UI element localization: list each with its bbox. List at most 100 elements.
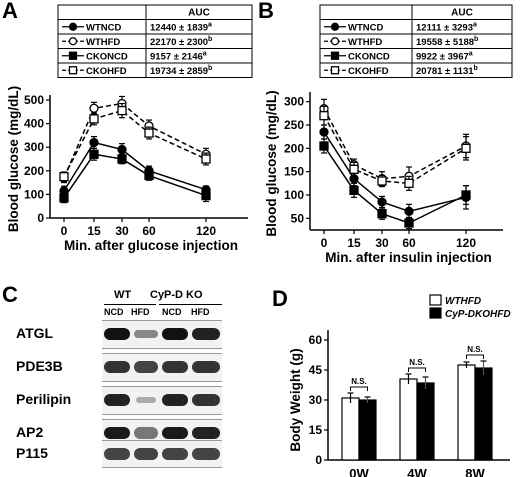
- legend-marker: [68, 51, 78, 60]
- legend-label: CKONCD: [348, 51, 390, 62]
- y-tick-label: 300: [24, 140, 44, 154]
- blot-strip-p115: [102, 440, 222, 468]
- x-tick-label: 4W: [407, 466, 427, 477]
- x-tick-label: 60: [142, 224, 156, 238]
- bar-cyp-dkohfd: [416, 382, 435, 461]
- legend-marker: [68, 37, 78, 46]
- blot-group-wt: WT: [114, 289, 132, 301]
- legend-label: CKOHFD: [348, 66, 389, 77]
- blot-lane-label: HFD: [131, 307, 150, 317]
- panel-letter-a: A: [2, 0, 18, 23]
- significance-bracket: [408, 367, 426, 372]
- series-line: [63, 109, 207, 178]
- bar-cyp-dkohfd: [474, 367, 493, 461]
- series-ckohfd: [319, 105, 471, 191]
- auc-superscript: a: [473, 21, 477, 28]
- legend-label: WTHFD: [348, 37, 382, 48]
- x-tick-label: 60: [402, 236, 416, 250]
- auc-superscript: b: [474, 36, 478, 43]
- legend-marker: [330, 22, 340, 31]
- legend-label: WTNCD: [348, 22, 383, 33]
- y-tick-label: 60: [309, 333, 323, 347]
- data-point: [144, 128, 154, 138]
- y-tick-label: 150: [284, 165, 304, 179]
- auc-value: 19558 ± 5188b: [416, 36, 478, 48]
- legend-marker: [330, 66, 340, 75]
- y-tick-label: 100: [284, 188, 304, 202]
- data-point: [319, 111, 329, 121]
- significance-label: N.S.: [409, 358, 425, 367]
- y-axis-label: Blood glucose (mg/dL): [264, 90, 279, 236]
- blot-group-cypd-ko: CyP-D KO: [150, 289, 203, 301]
- blot-label-atgl: ATGL: [16, 325, 54, 341]
- blot-strip-perilipin: [102, 386, 222, 415]
- blot-lane-label: NCD: [104, 307, 124, 317]
- blot-label-perilipin: Perilipin: [16, 391, 72, 407]
- data-point: [461, 190, 471, 200]
- x-axis-label: Min. after insulin injection: [325, 250, 492, 265]
- y-tick-label: 100: [24, 187, 44, 201]
- blot-group-line-wt: [104, 304, 156, 305]
- bar-wthfd: [341, 397, 360, 461]
- data-point: [377, 197, 387, 207]
- data-point: [117, 105, 127, 116]
- data-point: [319, 141, 329, 151]
- y-tick-label: 45: [309, 363, 323, 377]
- data-point: [377, 209, 387, 219]
- blot-label-p115: P115: [16, 445, 48, 461]
- legend-label: WTHFD: [445, 296, 481, 307]
- auc-value: 9157 ± 2146a: [150, 50, 207, 62]
- auc-superscript: a: [208, 21, 212, 28]
- auc-superscript: b: [474, 65, 478, 72]
- blot-lane-label: NCD: [162, 307, 182, 317]
- legend-marker: [68, 22, 78, 31]
- y-tick-label: 50: [291, 211, 305, 225]
- blot-strip-pde3b: [102, 353, 222, 382]
- y-tick-label: 0: [315, 453, 322, 467]
- y-tick-label: 15: [309, 423, 323, 437]
- auc-superscript: a: [203, 50, 207, 57]
- blot-lane-label: HFD: [191, 307, 210, 317]
- blot-label-ap2: AP2: [16, 424, 44, 440]
- data-point: [461, 143, 471, 153]
- auc-superscript: b: [208, 65, 212, 72]
- data-point: [404, 178, 414, 188]
- x-tick-label: 8W: [465, 466, 485, 477]
- auc-superscript: b: [208, 36, 212, 43]
- y-axis-label: Body Weight (g): [288, 348, 303, 451]
- data-point: [319, 127, 329, 137]
- data-point: [349, 185, 359, 195]
- legend-label: CKOHFD: [86, 66, 127, 77]
- data-point: [377, 176, 387, 186]
- x-tick-label: 15: [87, 224, 101, 238]
- y-tick-label: 400: [24, 117, 44, 131]
- legend-label: WTHFD: [86, 37, 120, 48]
- legend-swatch: [429, 294, 442, 306]
- bar-wthfd: [399, 378, 418, 461]
- western-blot-panel: WT CyP-D KO NCD HFD NCD HFD ATGL PDE3B P…: [14, 285, 229, 470]
- data-point: [404, 218, 414, 228]
- legend-label: WTNCD: [86, 22, 121, 33]
- data-point: [201, 190, 211, 201]
- y-tick-label: 200: [284, 141, 304, 155]
- data-point: [201, 154, 211, 164]
- auc-table: [57, 4, 253, 78]
- y-tick-label: 500: [24, 93, 44, 107]
- data-point: [117, 144, 127, 155]
- legend-marker: [330, 51, 340, 60]
- x-tick-label: 15: [347, 236, 361, 250]
- panel-letter-c: C: [2, 282, 18, 307]
- auc-value: 9922 ± 3967a: [416, 50, 473, 62]
- data-point: [59, 172, 69, 182]
- auc-table-header: AUC: [188, 8, 210, 19]
- legend-swatch: [429, 307, 442, 319]
- x-tick-label: 30: [115, 224, 129, 238]
- y-tick-label: 300: [284, 95, 304, 109]
- data-point: [117, 154, 127, 164]
- legend-marker: [330, 37, 340, 46]
- auc-value: 20781 ± 1131b: [416, 65, 478, 77]
- x-tick-label: 0W: [349, 466, 369, 477]
- significance-label: N.S.: [467, 345, 483, 354]
